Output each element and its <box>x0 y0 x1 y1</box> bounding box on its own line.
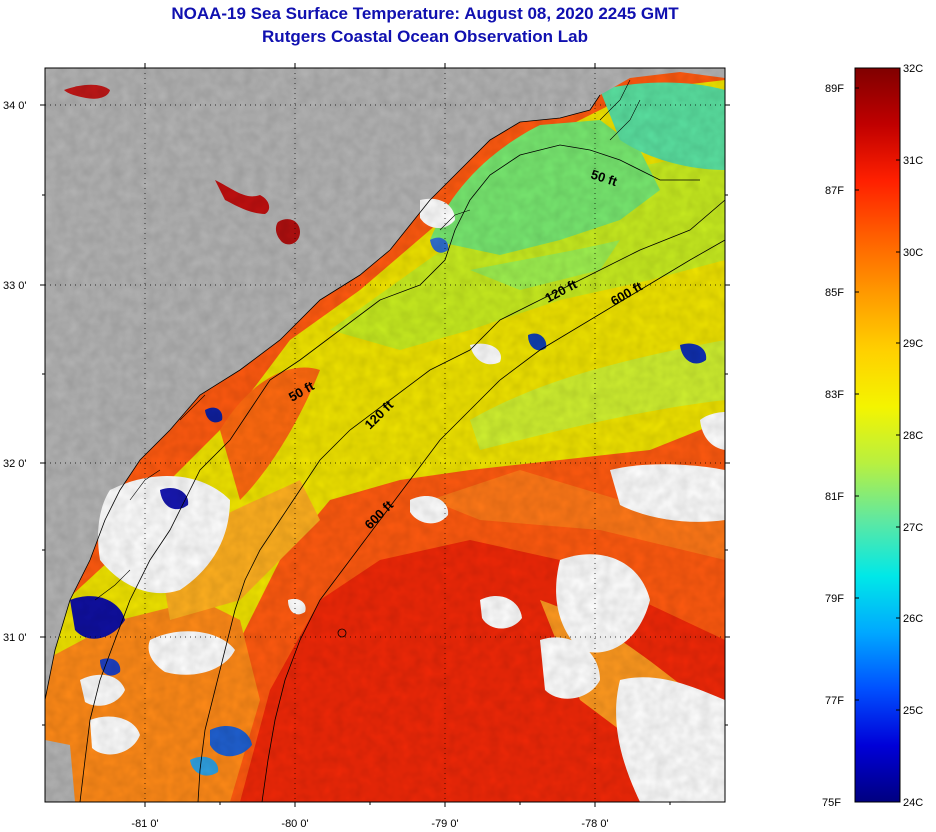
colorbar-fahrenheit-labels: 89F 87F 85F 83F 81F 79F 77F 75F <box>822 83 844 809</box>
latitude-label: 32 0' <box>3 458 27 470</box>
colorbar-label-c: 25C <box>903 705 923 717</box>
colorbar-label-c: 31C <box>903 155 923 167</box>
longitude-label: -81 0' <box>131 818 158 830</box>
map-frame <box>44 67 726 803</box>
axis-ticks <box>40 63 730 807</box>
colorbar-label-f: 85F <box>825 287 844 299</box>
longitude-label: -80 0' <box>281 818 308 830</box>
colorbar-ticks <box>855 67 900 711</box>
colorbar-label-f: 75F <box>822 797 841 809</box>
colorbar-label-f: 83F <box>825 389 844 401</box>
colorbar-label-c: 30C <box>903 247 923 259</box>
isobath-600ft <box>261 239 725 802</box>
map-frame-content <box>45 68 725 802</box>
coastline <box>45 94 601 701</box>
colorbar-label-f: 81F <box>825 491 844 503</box>
colorbar-label-c: 26C <box>903 613 923 625</box>
longitude-label: -79 0' <box>431 818 458 830</box>
latitude-label: 33 0' <box>3 280 27 292</box>
latitude-label: 34 0' <box>3 100 27 112</box>
map-title: NOAA-19 Sea Surface Temperature: August … <box>171 4 679 23</box>
isobath-120ft <box>197 199 725 802</box>
colorbar-label-f: 87F <box>825 185 844 197</box>
colorbar <box>854 67 901 803</box>
colorbar-label-f: 77F <box>825 695 844 707</box>
colorbar-label-c: 27C <box>903 522 923 534</box>
colorbar-celsius-labels: 32C 31C 30C 29C 28C 27C 26C 25C 24C <box>903 63 923 809</box>
colorbar-label-f: 79F <box>825 593 844 605</box>
colorbar-label-c: 24C <box>903 797 923 809</box>
graticule <box>45 68 725 802</box>
colorbar-label-c: 29C <box>903 338 923 350</box>
map-subtitle: Rutgers Coastal Ocean Observation Lab <box>262 27 588 46</box>
isobath-50ft <box>79 144 700 802</box>
station-marker <box>337 628 347 638</box>
colorbar-label-c: 28C <box>903 430 923 442</box>
latitude-label: 31 0' <box>3 632 27 644</box>
colorbar-label-c: 32C <box>903 63 923 75</box>
colorbar-label-f: 89F <box>825 83 844 95</box>
longitude-label: -78 0' <box>581 818 608 830</box>
